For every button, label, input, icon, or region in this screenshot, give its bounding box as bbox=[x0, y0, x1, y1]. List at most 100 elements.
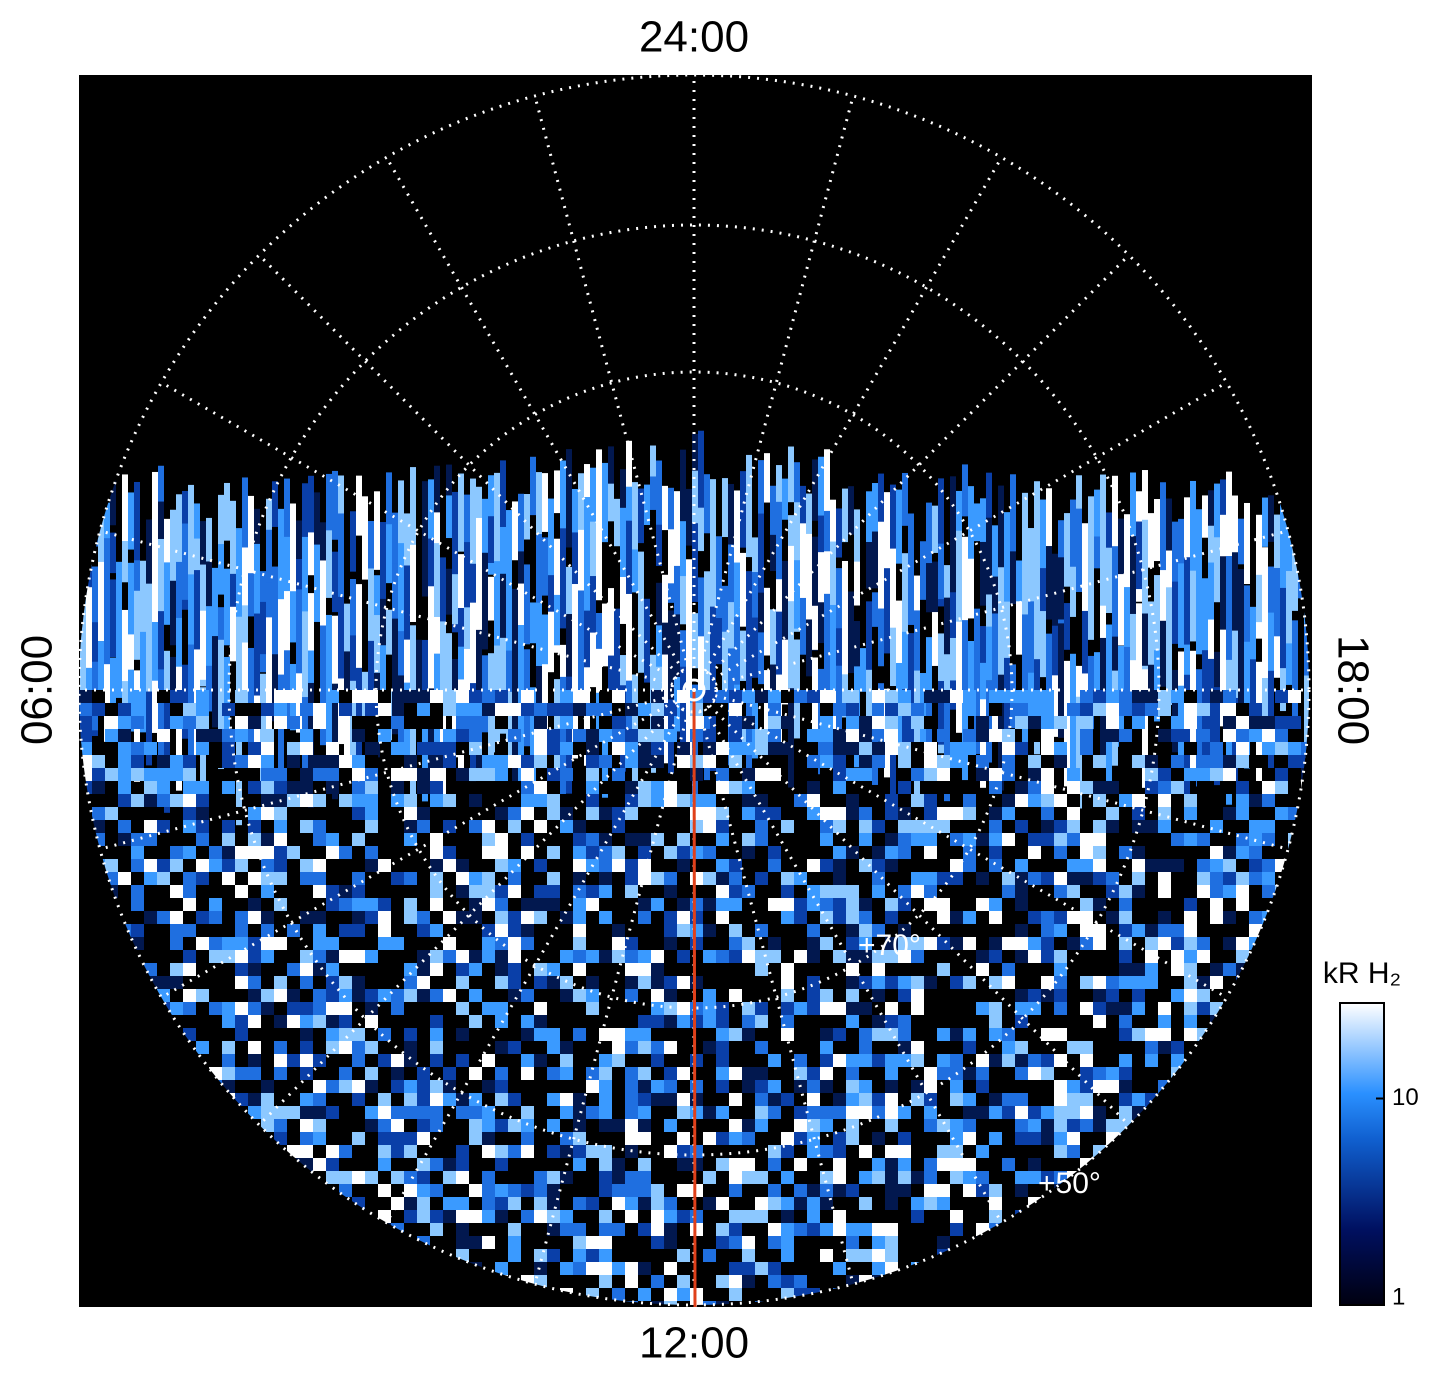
emission-streak bbox=[122, 474, 128, 562]
emission-pixel bbox=[716, 1054, 729, 1067]
emission-pixel bbox=[573, 1028, 586, 1041]
emission-pixel bbox=[1093, 690, 1106, 703]
emission-pixel bbox=[599, 703, 612, 716]
emission-pixel bbox=[729, 1236, 742, 1249]
emission-pixel bbox=[469, 911, 482, 924]
emission-pixel bbox=[638, 963, 651, 976]
emission-pixel bbox=[1041, 1067, 1054, 1080]
emission-pixel bbox=[248, 937, 261, 950]
emission-pixel bbox=[872, 1158, 885, 1171]
emission-pixel bbox=[586, 976, 599, 989]
emission-pixel bbox=[1067, 781, 1080, 794]
emission-pixel bbox=[859, 1197, 872, 1210]
emission-streak bbox=[1130, 472, 1136, 596]
emission-pixel bbox=[755, 820, 768, 833]
emission-pixel bbox=[1210, 859, 1223, 872]
emission-pixel bbox=[976, 1015, 989, 1028]
emission-pixel bbox=[989, 1119, 1002, 1132]
emission-streak bbox=[1130, 613, 1136, 693]
emission-pixel bbox=[1080, 1080, 1093, 1093]
emission-pixel bbox=[924, 1210, 937, 1223]
emission-pixel bbox=[924, 976, 937, 989]
emission-streak bbox=[320, 470, 326, 565]
emission-pixel bbox=[313, 859, 326, 872]
emission-pixel bbox=[547, 846, 560, 859]
emission-pixel bbox=[807, 950, 820, 963]
emission-streak bbox=[602, 542, 608, 615]
emission-streak bbox=[956, 530, 962, 614]
emission-pixel bbox=[326, 1002, 339, 1015]
emission-pixel bbox=[313, 911, 326, 924]
emission-pixel bbox=[755, 1210, 768, 1223]
emission-pixel bbox=[742, 872, 755, 885]
emission-pixel bbox=[235, 846, 248, 859]
emission-pixel bbox=[170, 1002, 183, 1015]
emission-pixel bbox=[495, 1197, 508, 1210]
emission-pixel bbox=[443, 794, 456, 807]
emission-pixel bbox=[560, 1132, 573, 1145]
emission-streak bbox=[446, 633, 452, 712]
emission-pixel bbox=[1223, 768, 1236, 781]
emission-pixel bbox=[820, 859, 833, 872]
emission-pixel bbox=[833, 1054, 846, 1067]
emission-pixel bbox=[287, 846, 300, 859]
emission-pixel bbox=[547, 1119, 560, 1132]
emission-pixel bbox=[170, 716, 183, 729]
emission-pixel bbox=[404, 1093, 417, 1106]
emission-pixel bbox=[612, 781, 625, 794]
emission-pixel bbox=[989, 820, 1002, 833]
emission-pixel bbox=[1184, 1028, 1197, 1041]
emission-pixel bbox=[1106, 1119, 1119, 1132]
emission-pixel bbox=[651, 872, 664, 885]
emission-pixel bbox=[703, 729, 716, 742]
emission-pixel bbox=[677, 794, 690, 807]
emission-pixel bbox=[937, 911, 950, 924]
emission-pixel bbox=[651, 1275, 664, 1288]
emission-streak bbox=[572, 488, 578, 536]
emission-streak bbox=[968, 486, 974, 592]
emission-streak bbox=[734, 490, 740, 621]
emission-streak bbox=[836, 665, 842, 780]
emission-pixel bbox=[235, 1002, 248, 1015]
emission-pixel bbox=[430, 924, 443, 937]
emission-pixel bbox=[534, 1210, 547, 1223]
emission-pixel bbox=[339, 1002, 352, 1015]
emission-streak bbox=[1304, 675, 1309, 759]
emission-pixel bbox=[1171, 1054, 1184, 1067]
emission-pixel bbox=[248, 1106, 261, 1119]
emission-pixel bbox=[768, 742, 781, 755]
emission-pixel bbox=[456, 1236, 469, 1249]
emission-pixel bbox=[586, 898, 599, 911]
emission-pixel bbox=[690, 755, 703, 768]
latitude-circle bbox=[374, 370, 1014, 1010]
emission-streak bbox=[758, 592, 764, 672]
emission-pixel bbox=[586, 1080, 599, 1093]
emission-pixel bbox=[885, 1093, 898, 1106]
emission-pixel bbox=[1197, 1002, 1210, 1015]
emission-pixel bbox=[651, 1301, 664, 1305]
emission-streak bbox=[326, 530, 332, 598]
emission-streak bbox=[1166, 498, 1172, 574]
emission-pixel bbox=[326, 1171, 339, 1184]
emission-streak bbox=[770, 571, 776, 634]
emission-streak bbox=[896, 489, 902, 582]
emission-pixel bbox=[573, 833, 586, 846]
emission-streak bbox=[530, 687, 536, 804]
emission-pixel bbox=[365, 820, 378, 833]
emission-pixel bbox=[274, 833, 287, 846]
emission-pixel bbox=[1067, 911, 1080, 924]
emission-pixel bbox=[638, 1249, 651, 1262]
emission-pixel bbox=[92, 742, 105, 755]
emission-pixel bbox=[378, 1184, 391, 1197]
emission-pixel bbox=[820, 1171, 833, 1184]
emission-streak bbox=[212, 636, 218, 728]
emission-pixel bbox=[911, 1080, 924, 1093]
emission-streak bbox=[152, 471, 158, 561]
emission-streak bbox=[1280, 587, 1286, 707]
emission-pixel bbox=[1028, 989, 1041, 1002]
emission-pixel bbox=[846, 1015, 859, 1028]
emission-pixel bbox=[976, 833, 989, 846]
emission-pixel bbox=[274, 1041, 287, 1054]
emission-pixel bbox=[885, 794, 898, 807]
emission-pixel bbox=[378, 1119, 391, 1132]
